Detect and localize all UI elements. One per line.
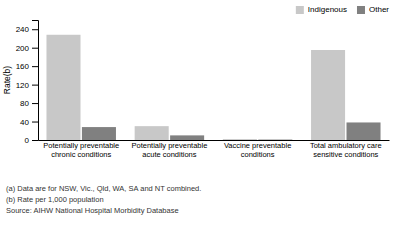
tick-label: 240: [16, 25, 30, 34]
footnote: Source: AIHW National Hospital Morbidity…: [6, 206, 179, 215]
legend: Other Indigenous: [296, 5, 390, 14]
tick: 0: [25, 136, 38, 145]
tick-mark: [32, 85, 38, 86]
y-axis: 0 40 80 120 160 200 240: [16, 21, 39, 146]
tick: 80: [20, 99, 38, 108]
tick-label: Potentially preventablechronic condition…: [43, 141, 119, 159]
tick-label: 200: [16, 44, 30, 53]
axis-title: Rate(b): [2, 66, 12, 95]
tick-label: Total ambulatory caresensitive condition…: [310, 141, 382, 159]
tick-label: 120: [16, 81, 30, 90]
tick-label: Vaccine preventableconditions: [224, 141, 291, 159]
legend-swatch: [296, 6, 304, 14]
tick-mark: [32, 122, 38, 123]
bar: [311, 50, 345, 140]
bar: [46, 35, 80, 140]
legend-item: Other: [357, 5, 389, 14]
tick-mark: [32, 29, 38, 30]
footnote: (a) Data are for NSW, Vic., Qld, WA, SA …: [6, 184, 201, 193]
bar: [346, 122, 380, 140]
tick-mark: [32, 140, 38, 141]
bar: [223, 139, 257, 140]
legend-item: Indigenous: [296, 5, 347, 14]
legend-label: Other: [369, 5, 389, 14]
tick-label: 80: [20, 99, 29, 108]
tick-label: Potentially preventableacute conditions: [131, 141, 207, 159]
tick-mark: [32, 103, 38, 104]
axis-line: [32, 21, 39, 141]
series: [46, 35, 345, 140]
tick-mark: [32, 66, 38, 67]
bars: [46, 35, 380, 140]
bar: [82, 127, 116, 140]
tick: 160: [16, 62, 38, 71]
legend-label: Indigenous: [308, 5, 347, 14]
tick-label: 160: [16, 62, 30, 71]
tick: Total ambulatory caresensitive condition…: [310, 140, 382, 159]
tick: Potentially preventablechronic condition…: [43, 140, 119, 159]
x-axis: Potentially preventablechronic condition…: [39, 140, 390, 159]
legend-swatch: [357, 6, 365, 14]
chart: 0 40 80 120 160 200 240 Potentially preventable…: [0, 0, 397, 227]
tick: Vaccine preventableconditions: [224, 140, 291, 159]
tick: 120: [16, 81, 38, 90]
tick-label: 0: [25, 136, 30, 145]
series: [82, 122, 381, 140]
footnotes: (a) Data are for NSW, Vic., Qld, WA, SA …: [6, 184, 201, 215]
tick-mark: [32, 48, 38, 49]
bar: [135, 126, 169, 140]
footnote: (b) Rate per 1,000 population: [6, 195, 104, 204]
tick: Potentially preventableacute conditions: [131, 140, 207, 159]
tick: 40: [20, 118, 38, 127]
bar: [258, 139, 292, 140]
tick-label: 40: [20, 118, 29, 127]
tick: 200: [16, 44, 38, 53]
bar: [170, 135, 204, 140]
tick: 240: [16, 25, 38, 34]
